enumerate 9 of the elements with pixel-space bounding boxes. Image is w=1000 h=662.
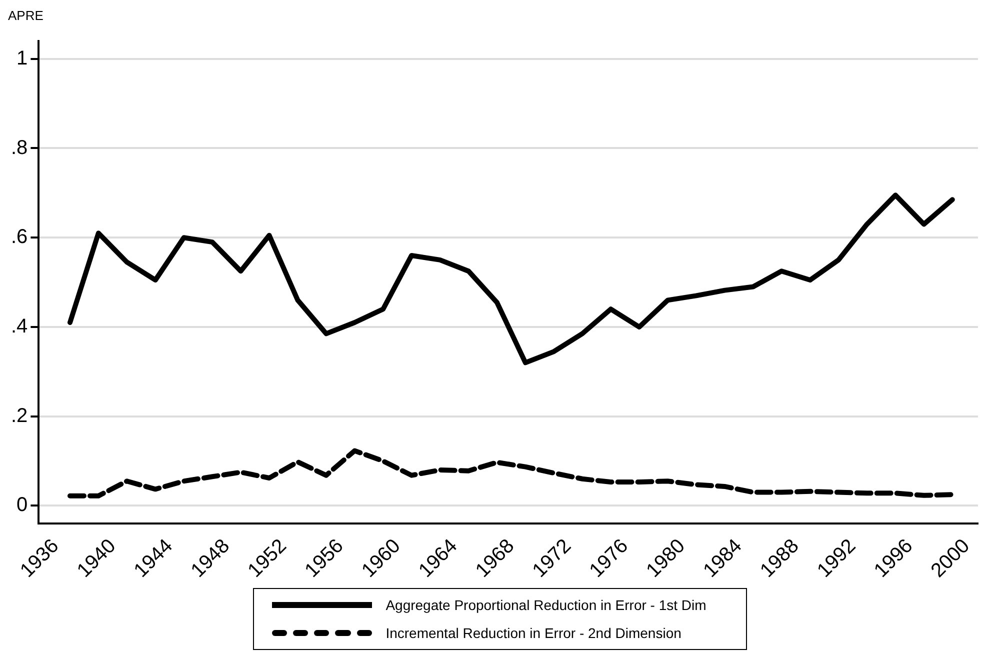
y-tick-label: 0 xyxy=(16,494,28,516)
y-tick-label: .2 xyxy=(10,404,28,427)
y-tick-label: .4 xyxy=(10,315,28,338)
y-tick-label: .6 xyxy=(10,226,28,248)
y-axis-title: APRE xyxy=(8,8,44,25)
legend-label: Incremental Reduction in Error - 2nd Dimension xyxy=(386,625,682,641)
y-tick-label: 1 xyxy=(16,47,28,70)
y-tick-label: .8 xyxy=(10,136,28,159)
legend-label: Aggregate Proportional Reduction in Error - 1st Dim xyxy=(386,597,706,613)
